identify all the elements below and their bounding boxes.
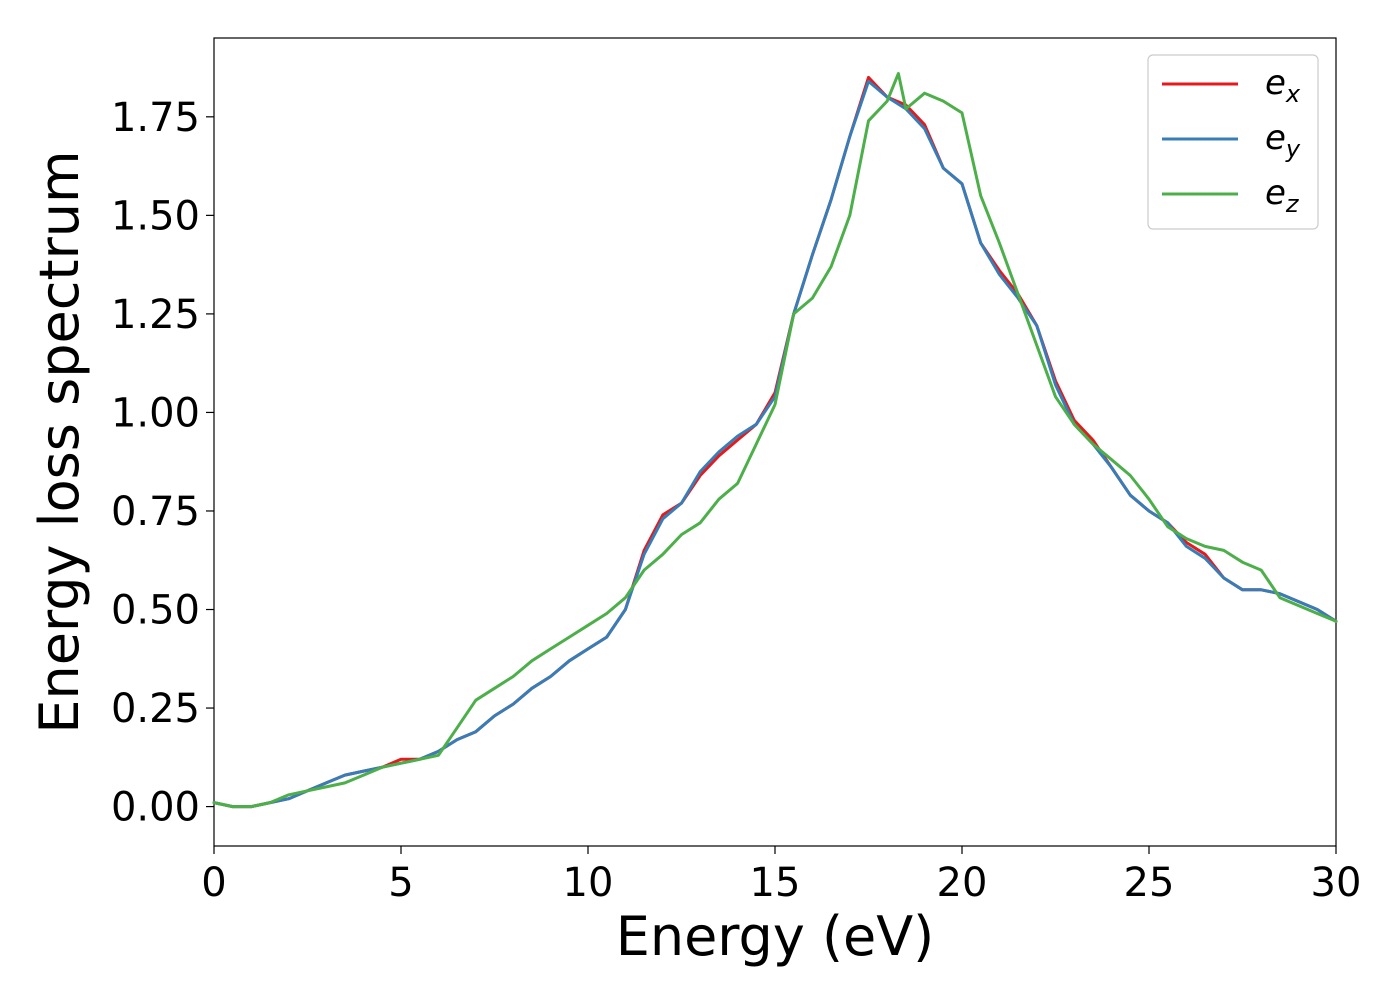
x-axis-title: Energy (eV) [616,905,935,968]
y-tick-label: 1.25 [111,292,200,338]
y-tick-label: 0.75 [111,489,200,535]
x-tick-label: 25 [1124,860,1175,906]
x-tick-label: 5 [388,860,413,906]
x-axis-ticks: 0 5 10 15 20 25 30 [201,846,1361,906]
y-tick-label: 1.50 [111,193,200,239]
x-tick-label: 20 [937,860,988,906]
series-layer [212,72,1338,809]
x-tick-label: 0 [201,860,226,906]
y-tick-label: 1.00 [111,390,200,436]
y-axis-title: Energy loss spectrum [28,150,91,733]
x-tick-label: 15 [750,860,801,906]
y-tick-label: 0.25 [111,686,200,732]
series-line-ez [212,72,1338,809]
x-tick-label: 10 [563,860,614,906]
y-axis-ticks: 0.00 0.25 0.50 0.75 1.00 1.25 1.50 1.75 [111,95,214,831]
y-tick-label: 0.50 [111,588,200,634]
y-tick-label: 0.00 [111,785,200,831]
y-tick-label: 1.75 [111,95,200,141]
x-tick-label: 30 [1311,860,1362,906]
legend-box [1147,54,1319,230]
